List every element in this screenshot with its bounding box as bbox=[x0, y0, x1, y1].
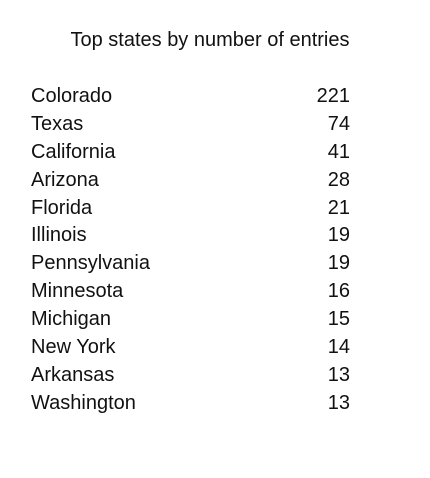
state-name: Arkansas bbox=[31, 363, 115, 386]
states-table: Colorado 221 Texas 74 California 41 Ariz… bbox=[31, 84, 351, 419]
table-row: Washington 13 bbox=[31, 391, 351, 419]
table-row: Minnesota 16 bbox=[31, 279, 351, 307]
entry-count: 221 bbox=[316, 85, 350, 107]
state-name: Florida bbox=[31, 196, 93, 219]
table-row: New York 14 bbox=[31, 335, 351, 363]
entry-count: 16 bbox=[327, 280, 350, 303]
table-row: Illinois 19 bbox=[31, 223, 351, 251]
state-name: New York bbox=[31, 336, 116, 359]
state-name: Arizona bbox=[31, 168, 99, 191]
entry-count: 19 bbox=[327, 224, 350, 247]
table-row: Pennsylvania 19 bbox=[31, 251, 351, 279]
state-name: Washington bbox=[31, 391, 136, 414]
table-row: California 41 bbox=[31, 140, 351, 168]
state-name: Texas bbox=[31, 112, 84, 135]
entry-count: 19 bbox=[327, 252, 350, 275]
entry-count: 13 bbox=[327, 391, 350, 414]
entry-count: 14 bbox=[327, 336, 350, 359]
state-name: Minnesota bbox=[31, 280, 124, 303]
table-row: Florida 21 bbox=[31, 196, 351, 224]
table-row: Arizona 28 bbox=[31, 168, 351, 196]
table-row: Colorado 221 bbox=[31, 84, 351, 112]
entry-count: 74 bbox=[327, 112, 350, 135]
table-row: Michigan 15 bbox=[31, 307, 351, 335]
table-row: Arkansas 13 bbox=[31, 363, 351, 391]
state-name: Pennsylvania bbox=[31, 252, 150, 275]
entry-count: 15 bbox=[327, 308, 350, 331]
table-row: Texas 74 bbox=[31, 112, 351, 140]
state-name: Illinois bbox=[31, 224, 87, 247]
entry-count: 21 bbox=[327, 196, 350, 219]
entry-count: 28 bbox=[327, 168, 350, 191]
state-name: Colorado bbox=[31, 85, 113, 107]
state-name: Michigan bbox=[31, 308, 112, 331]
entry-count: 41 bbox=[327, 140, 350, 163]
entry-count: 13 bbox=[327, 363, 350, 386]
state-name: California bbox=[31, 140, 116, 163]
page-title: Top states by number of entries bbox=[70, 29, 350, 51]
